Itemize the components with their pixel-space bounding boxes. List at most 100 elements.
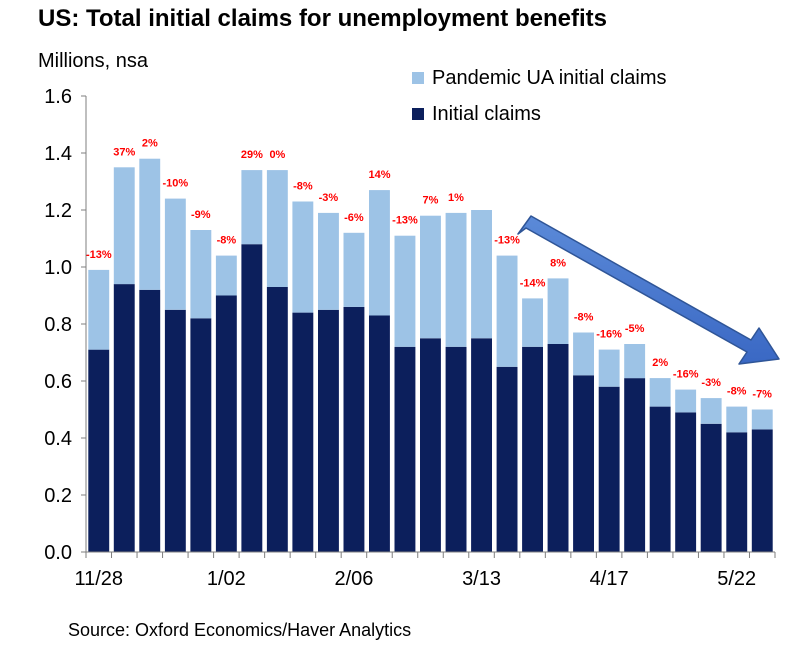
pct-change-label: -13% — [494, 235, 520, 247]
bar-initial-claims — [649, 406, 671, 552]
axes-group: 0.0 0.2 0.4 0.6 0.8 1.0 1.2 1.4 1.6 11/28 1/02 2/06… — [44, 86, 776, 590]
bar-initial-claims — [343, 306, 365, 552]
y-tick-label: 0.8 — [44, 314, 72, 336]
bar-pandemic-ua — [190, 230, 212, 319]
bar-initial-claims — [445, 346, 467, 552]
y-tick-label: 0.0 — [44, 542, 72, 564]
bar-pandemic-ua — [675, 389, 697, 413]
bar-initial-claims — [700, 423, 722, 553]
bar-initial-claims — [215, 295, 237, 552]
bar-initial-claims — [139, 289, 161, 552]
bar-pandemic-ua — [445, 212, 467, 347]
bar-initial-claims — [547, 344, 569, 552]
pct-change-label: -13% — [86, 249, 112, 261]
bar-pandemic-ua — [292, 201, 314, 313]
pct-change-label: -16% — [596, 329, 622, 341]
pct-change-label: -8% — [727, 386, 747, 398]
bar-initial-claims — [496, 366, 518, 553]
pct-change-label: -8% — [217, 235, 237, 247]
bar-initial-claims — [726, 432, 748, 552]
pct-change-label: -8% — [293, 181, 313, 193]
bar-pandemic-ua — [420, 215, 441, 339]
legend-label-initial: Initial claims — [432, 102, 541, 125]
bar-pandemic-ua — [471, 210, 492, 339]
x-tick-label: 1/02 — [207, 568, 246, 590]
bar-initial-claims — [751, 429, 773, 552]
pct-change-label: -6% — [344, 212, 364, 224]
bar-initial-claims — [88, 349, 110, 552]
y-tick-label: 1.4 — [44, 143, 72, 165]
pct-change-label: 7% — [423, 195, 439, 207]
pct-change-label: -13% — [392, 215, 418, 227]
bar-pandemic-ua — [113, 167, 135, 285]
pct-change-label: -16% — [673, 369, 699, 381]
bar-initial-claims — [598, 386, 620, 552]
y-tick-label: 1.6 — [44, 86, 72, 108]
bar-initial-claims — [624, 378, 646, 552]
x-tick-label: 2/06 — [334, 568, 373, 590]
bar-initial-claims — [241, 244, 263, 552]
x-tick-label: 11/28 — [74, 568, 123, 590]
pct-change-label: -3% — [319, 192, 339, 204]
pct-change-label: -5% — [625, 323, 645, 335]
pct-change-label: -8% — [574, 312, 594, 324]
bar-initial-claims — [675, 412, 697, 552]
bar-pandemic-ua — [88, 269, 110, 350]
bar-pandemic-ua — [700, 398, 722, 424]
legend-swatch-initial — [412, 108, 424, 120]
bar-pandemic-ua — [394, 235, 416, 347]
bar-initial-claims — [266, 286, 288, 552]
y-axis-units: Millions, nsa — [38, 50, 149, 72]
bar-pandemic-ua — [751, 409, 773, 430]
bar-pandemic-ua — [266, 170, 288, 287]
bar-pandemic-ua — [369, 190, 390, 316]
bar-initial-claims — [164, 309, 186, 553]
chart-title: US: Total initial claims for unemploymen… — [38, 5, 607, 32]
y-tick-label: 0.4 — [44, 428, 72, 450]
pct-change-label: -14% — [520, 277, 546, 289]
legend-item-pandemic: Pandemic UA initial claims — [412, 60, 667, 96]
bar-initial-claims — [369, 315, 390, 552]
bar-pandemic-ua — [573, 332, 594, 376]
pct-change-label: -9% — [191, 209, 211, 221]
pct-change-label: 29% — [241, 149, 263, 161]
bar-pandemic-ua — [318, 212, 339, 310]
bar-initial-claims — [471, 338, 492, 553]
bar-pandemic-ua — [496, 255, 518, 367]
bars-group — [88, 158, 773, 553]
bar-pandemic-ua — [649, 378, 671, 407]
legend-swatch-pandemic — [412, 72, 424, 84]
x-tick-label: 3/13 — [462, 568, 501, 590]
bar-pandemic-ua — [598, 349, 620, 387]
source-note: Source: Oxford Economics/Haver Analytics — [68, 620, 412, 640]
pct-change-label: 1% — [448, 192, 464, 204]
x-tick-label: 5/22 — [717, 568, 756, 590]
pct-change-label: 2% — [652, 357, 668, 369]
bar-initial-claims — [394, 346, 416, 552]
pct-change-label: -7% — [752, 389, 772, 401]
bar-initial-claims — [573, 375, 594, 552]
y-tick-label: 1.2 — [44, 200, 72, 222]
pct-change-label: 37% — [113, 146, 135, 158]
y-tick-label: 0.6 — [44, 371, 72, 393]
pct-change-label: 0% — [269, 149, 285, 161]
pct-change-label: 14% — [368, 169, 390, 181]
bar-initial-claims — [522, 346, 543, 552]
bar-initial-claims — [318, 309, 339, 553]
pct-change-label: -3% — [701, 377, 721, 389]
bar-initial-claims — [420, 338, 441, 553]
bar-pandemic-ua — [241, 170, 263, 245]
bar-pandemic-ua — [215, 255, 237, 296]
bar-initial-claims — [113, 284, 135, 552]
trend-arrow — [517, 215, 780, 365]
bar-pandemic-ua — [522, 298, 543, 347]
legend: Pandemic UA initial claims Initial claim… — [412, 60, 667, 132]
bar-pandemic-ua — [624, 344, 646, 379]
bar-pandemic-ua — [164, 198, 186, 310]
legend-item-initial: Initial claims — [412, 96, 667, 132]
bar-pandemic-ua — [343, 232, 365, 307]
pct-change-label: 8% — [550, 257, 566, 269]
bar-pandemic-ua — [139, 158, 161, 290]
bar-pandemic-ua — [547, 278, 569, 344]
